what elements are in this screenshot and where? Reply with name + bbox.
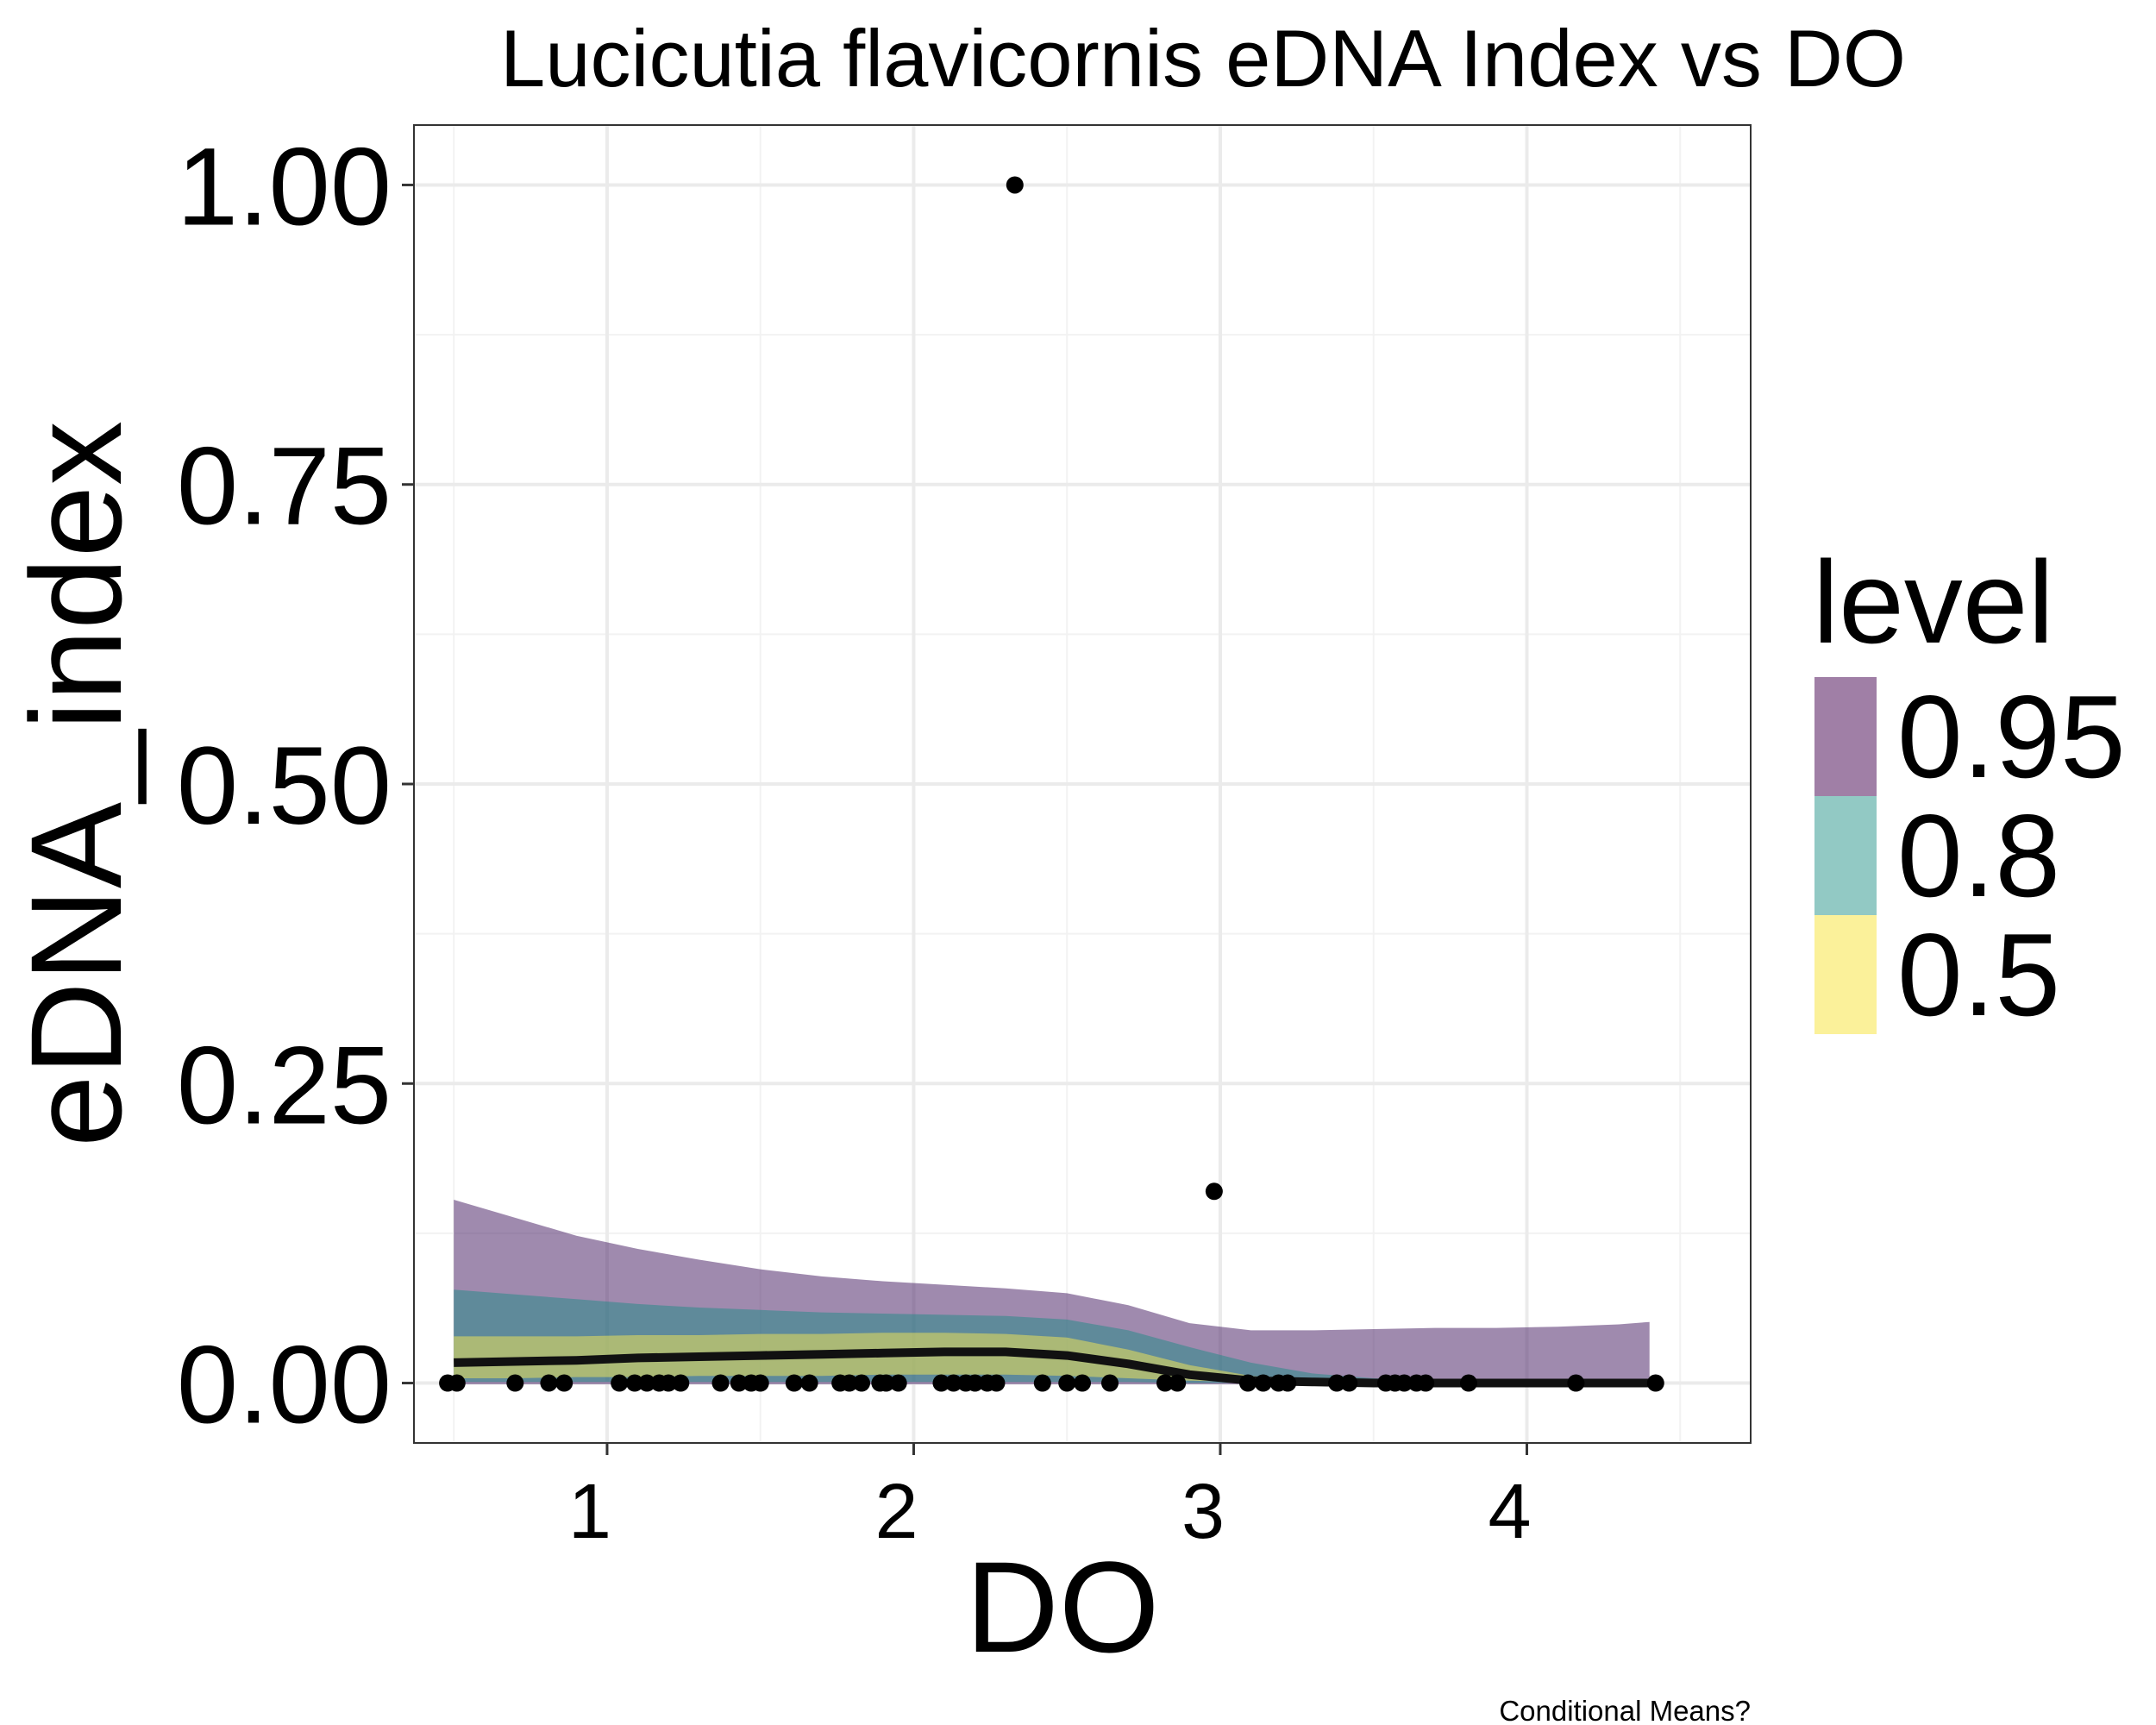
data-point (638, 1374, 656, 1392)
data-point (1279, 1374, 1297, 1392)
legend-label-0.8: 0.8 (1897, 790, 2060, 921)
data-point (1340, 1374, 1358, 1392)
data-point (1058, 1374, 1076, 1392)
legend-key-0.95 (1814, 677, 1877, 796)
plot-panel (413, 124, 1752, 1444)
data-point (660, 1374, 678, 1392)
data-point (1646, 1374, 1664, 1392)
data-point (711, 1374, 730, 1392)
x-axis: 1 2 3 4 (568, 1443, 1532, 1555)
legend-key-0.8 (1814, 796, 1877, 915)
data-point (1156, 1374, 1174, 1392)
data-point (889, 1374, 907, 1392)
data-point (611, 1374, 629, 1392)
y-tick-label: 0.50 (177, 724, 392, 848)
data-point (730, 1374, 748, 1392)
data-point (1238, 1374, 1257, 1392)
x-tick-label: 2 (874, 1469, 918, 1555)
y-tick-label: 0.75 (177, 425, 392, 549)
data-point (1074, 1374, 1091, 1392)
data-point (751, 1374, 769, 1392)
legend-title: level (1813, 536, 2054, 668)
data-point (800, 1374, 818, 1392)
data-points (439, 176, 1664, 1392)
legend: level 0.950.80.5 (1813, 536, 2126, 1040)
legend-key-0.5 (1814, 915, 1877, 1034)
data-point (966, 1374, 984, 1392)
data-point (853, 1374, 871, 1392)
data-point (1459, 1374, 1477, 1392)
x-tick-label: 1 (568, 1469, 611, 1555)
y-tick-label: 0.00 (177, 1324, 392, 1447)
chart-title: Lucicutia flavicornis eDNA Index vs DO (500, 13, 1906, 104)
y-tick-label: 0.25 (177, 1024, 392, 1147)
data-point (1169, 1374, 1187, 1392)
data-point (1417, 1374, 1435, 1392)
data-point (877, 1374, 895, 1392)
y-axis: 0.00 0.25 0.50 0.75 1.00 (177, 125, 414, 1447)
data-point (1006, 176, 1024, 194)
y-axis-title: eDNA_index (3, 421, 148, 1147)
x-tick-label: 3 (1181, 1469, 1225, 1555)
legend-entries: 0.950.80.5 (1814, 671, 2126, 1040)
data-point (672, 1374, 690, 1392)
data-point (1395, 1374, 1413, 1392)
data-point (944, 1374, 962, 1392)
data-point (448, 1374, 466, 1392)
data-point (932, 1374, 950, 1392)
data-point (506, 1374, 524, 1392)
data-point (625, 1374, 643, 1392)
legend-label-0.95: 0.95 (1897, 671, 2126, 802)
data-point (987, 1374, 1006, 1392)
data-point (1205, 1182, 1223, 1201)
data-point (555, 1374, 573, 1392)
caption: Conditional Means? (1499, 1695, 1751, 1725)
y-tick-label: 1.00 (177, 125, 392, 248)
x-axis-title: DO (966, 1534, 1160, 1679)
data-point (785, 1374, 803, 1392)
legend-label-0.5: 0.5 (1897, 909, 2060, 1040)
x-tick-label: 4 (1488, 1469, 1531, 1555)
data-point (1567, 1374, 1585, 1392)
data-point (1254, 1374, 1272, 1392)
data-point (540, 1374, 558, 1392)
data-point (1033, 1374, 1051, 1392)
data-point (1100, 1374, 1119, 1392)
data-point (840, 1374, 858, 1392)
data-point (1328, 1374, 1346, 1392)
